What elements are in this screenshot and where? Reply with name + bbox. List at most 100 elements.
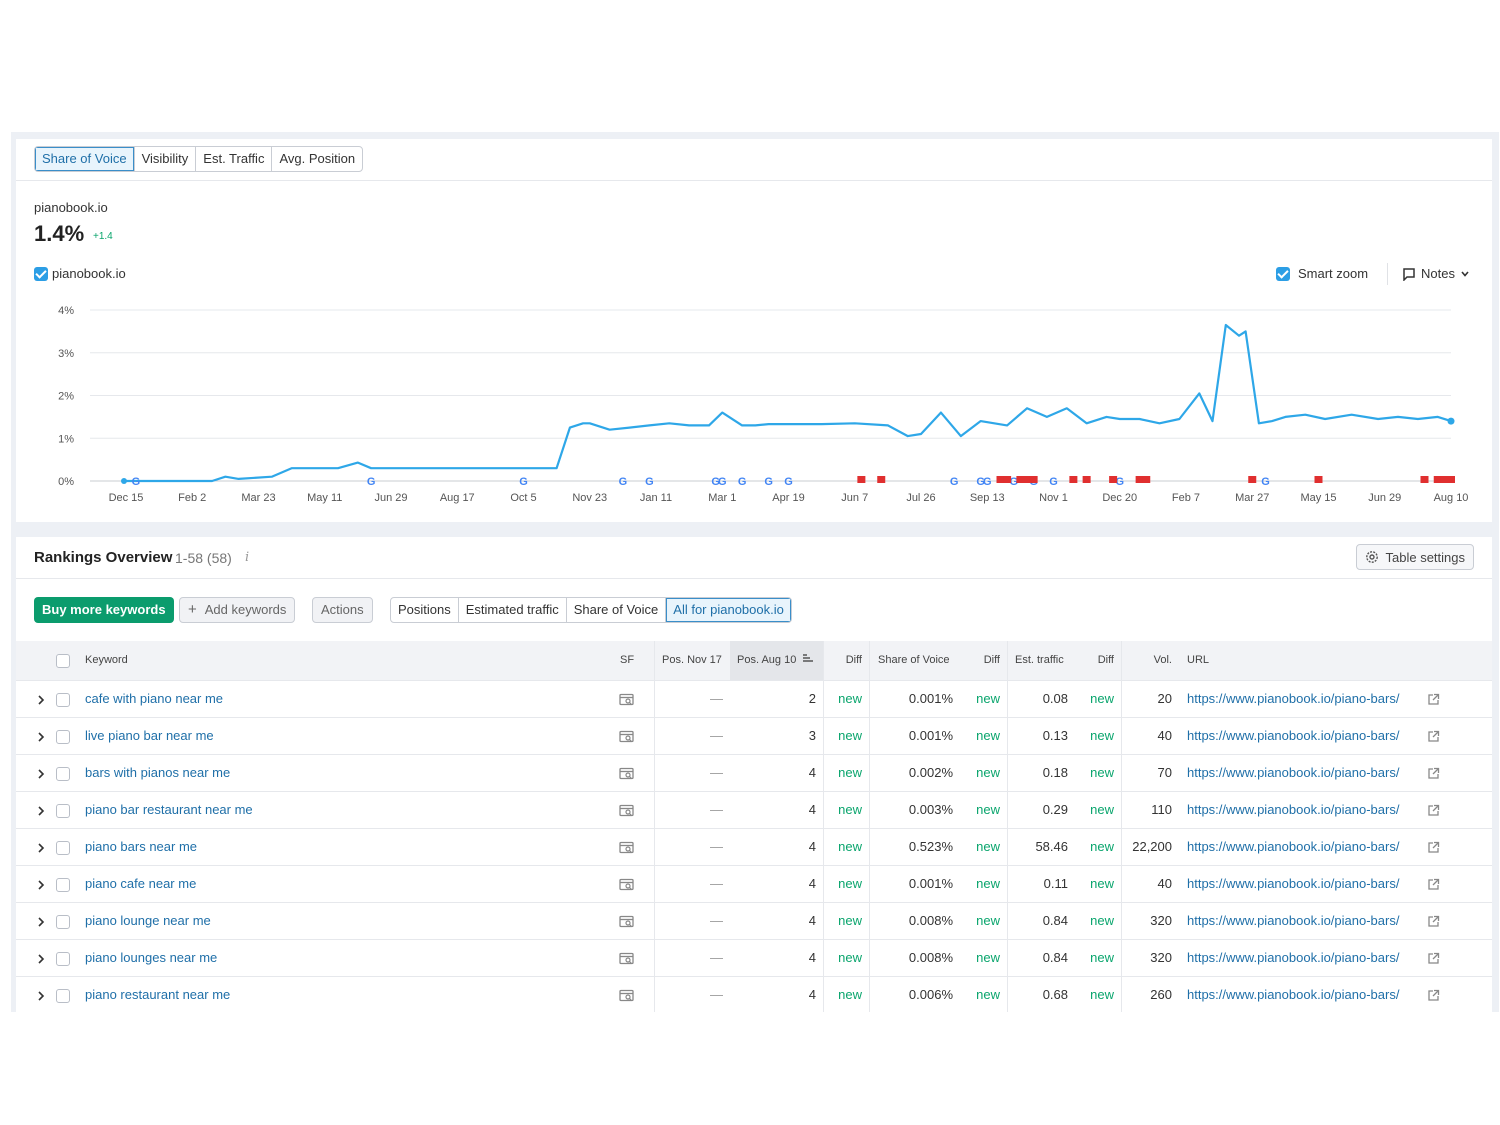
sov-value: 0.008% [908, 950, 953, 965]
info-icon[interactable]: i [245, 550, 250, 565]
row-checkbox[interactable] [56, 840, 70, 855]
serp-features-icon[interactable] [619, 755, 635, 791]
col-url[interactable]: URL [1187, 654, 1210, 666]
sov-value: 0.002% [908, 765, 953, 780]
col-sov-diff[interactable]: Diff [983, 654, 1000, 666]
keyword-link[interactable]: piano lounge near me [85, 913, 211, 928]
column-divider [823, 641, 824, 1012]
tab-all-for-domain[interactable]: All for pianobook.io [665, 598, 791, 622]
serp-features-icon[interactable] [619, 977, 635, 1013]
sov-diff-value: new [976, 839, 1000, 854]
url-link[interactable]: https://www.pianobook.io/piano-bars/ [1187, 728, 1400, 743]
keyword-link[interactable]: piano bar restaurant near me [85, 802, 253, 817]
table-header: Keyword SF Pos. Nov 17 Pos. Aug 10 Diff … [16, 641, 1492, 680]
col-est-traffic[interactable]: Est. traffic [1015, 654, 1064, 666]
col-pos-new[interactable]: Pos. Aug 10 [730, 641, 823, 680]
tab-share-of-voice-view[interactable]: Share of Voice [565, 598, 666, 622]
notes-dropdown[interactable]: Notes [1402, 266, 1470, 281]
url-link[interactable]: https://www.pianobook.io/piano-bars/ [1187, 950, 1400, 965]
external-link-icon[interactable] [1427, 903, 1440, 939]
external-link-icon[interactable] [1427, 755, 1440, 791]
url-link[interactable]: https://www.pianobook.io/piano-bars/ [1187, 913, 1400, 928]
tab-positions[interactable]: Positions [398, 602, 451, 617]
table-settings-button[interactable]: Table settings [1355, 544, 1474, 570]
buy-more-keywords-button[interactable]: Buy more keywords [34, 597, 174, 623]
col-share-of-voice[interactable]: Share of Voice [878, 654, 950, 666]
tab-est-traffic[interactable]: Est. Traffic [195, 147, 271, 171]
keyword-link[interactable]: piano bars near me [85, 839, 198, 854]
serp-features-icon[interactable] [619, 866, 635, 902]
expand-row-button[interactable] [36, 829, 46, 865]
col-traffic-diff[interactable]: Diff [1097, 654, 1114, 666]
col-diff[interactable]: Diff [845, 654, 862, 666]
tab-share-of-voice[interactable]: Share of Voice [35, 147, 134, 171]
keyword-link[interactable]: piano restaurant near me [85, 987, 231, 1002]
note-flag-marker [1135, 476, 1144, 483]
sov-value: 0.523% [908, 839, 953, 854]
keyword-link[interactable]: piano cafe near me [85, 876, 197, 891]
tab-avg-position[interactable]: Avg. Position [271, 147, 362, 171]
row-checkbox[interactable] [56, 914, 70, 929]
external-link-icon[interactable] [1427, 866, 1440, 902]
volume-value: 40 [1157, 728, 1172, 743]
expand-row-button[interactable] [36, 940, 46, 976]
divider [16, 180, 1492, 181]
tab-estimated-traffic[interactable]: Estimated traffic [457, 598, 566, 622]
row-checkbox[interactable] [56, 692, 70, 707]
serp-features-icon[interactable] [619, 718, 635, 754]
expand-row-button[interactable] [36, 903, 46, 939]
smart-zoom-checkbox[interactable] [1276, 266, 1290, 281]
google-update-marker: G [367, 476, 376, 488]
pos-new-value: 4 [808, 913, 816, 928]
keyword-link[interactable]: cafe with piano near me [85, 691, 224, 706]
serp-features-icon[interactable] [619, 903, 635, 939]
url-link[interactable]: https://www.pianobook.io/piano-bars/ [1187, 802, 1400, 817]
external-link-icon[interactable] [1427, 792, 1440, 828]
serp-features-icon[interactable] [619, 681, 635, 717]
smart-zoom-label: Smart zoom [1298, 266, 1369, 281]
expand-row-button[interactable] [36, 718, 46, 754]
traffic-value: 0.84 [1042, 950, 1068, 965]
actions-button[interactable]: Actions [312, 597, 373, 623]
external-link-icon[interactable] [1427, 718, 1440, 754]
serp-features-icon[interactable] [619, 940, 635, 976]
external-link-icon[interactable] [1427, 977, 1440, 1013]
keyword-link[interactable]: piano lounges near me [85, 950, 218, 965]
url-link[interactable]: https://www.pianobook.io/piano-bars/ [1187, 876, 1400, 891]
keyword-link[interactable]: bars with pianos near me [85, 765, 231, 780]
metric-tabs: Share of Voice Visibility Est. Traffic A… [34, 146, 364, 172]
expand-row-button[interactable] [36, 866, 46, 902]
row-checkbox[interactable] [56, 988, 70, 1003]
row-checkbox[interactable] [56, 877, 70, 892]
row-checkbox[interactable] [56, 803, 70, 818]
col-sf[interactable]: SF [620, 654, 635, 666]
row-checkbox[interactable] [56, 729, 70, 744]
select-all-checkbox[interactable] [56, 654, 70, 668]
expand-row-button[interactable] [36, 755, 46, 791]
serp-features-icon[interactable] [619, 829, 635, 865]
expand-row-button[interactable] [36, 977, 46, 1013]
row-checkbox[interactable] [56, 766, 70, 781]
url-link[interactable]: https://www.pianobook.io/piano-bars/ [1187, 987, 1400, 1002]
smart-zoom-toggle[interactable]: Smart zoom [1276, 266, 1368, 281]
tab-visibility[interactable]: Visibility [133, 147, 196, 171]
google-update-marker: G [645, 476, 654, 488]
keyword-link[interactable]: live piano bar near me [85, 728, 214, 743]
external-link-icon[interactable] [1427, 829, 1440, 865]
legend-checkbox[interactable] [34, 266, 48, 281]
row-checkbox-cell [56, 755, 70, 791]
expand-row-button[interactable] [36, 792, 46, 828]
add-keywords-button[interactable]: + Add keywords [179, 597, 296, 623]
url-link[interactable]: https://www.pianobook.io/piano-bars/ [1187, 765, 1400, 780]
external-link-icon[interactable] [1427, 940, 1440, 976]
url-link[interactable]: https://www.pianobook.io/piano-bars/ [1187, 839, 1400, 854]
col-pos-old[interactable]: Pos. Nov 17 [662, 654, 722, 666]
legend-item[interactable]: pianobook.io [34, 266, 126, 281]
expand-row-button[interactable] [36, 681, 46, 717]
col-volume[interactable]: Vol. [1153, 654, 1172, 666]
url-link[interactable]: https://www.pianobook.io/piano-bars/ [1187, 691, 1400, 706]
col-keyword[interactable]: Keyword [85, 654, 128, 666]
external-link-icon[interactable] [1427, 681, 1440, 717]
serp-features-icon[interactable] [619, 792, 635, 828]
row-checkbox[interactable] [56, 951, 70, 966]
